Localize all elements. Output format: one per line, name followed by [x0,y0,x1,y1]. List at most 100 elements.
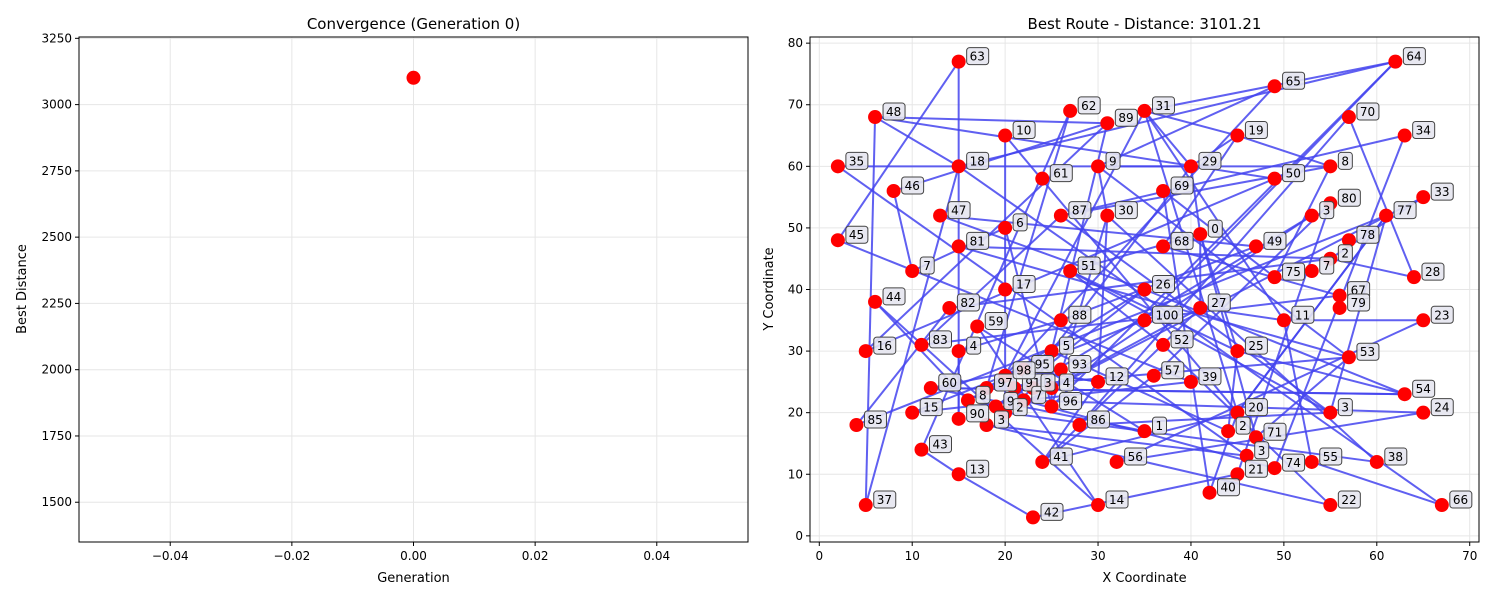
city-label: 88 [1072,308,1087,322]
route-segment [1143,110,1285,321]
city-label: 77 [1397,204,1412,218]
city-label-box [1337,244,1353,263]
route-segment [1097,215,1109,382]
right-xtick-label: 20 [997,549,1012,563]
city-point [1341,110,1356,125]
city-label-box [1347,293,1371,312]
city-label: 85 [867,413,882,427]
city-label: 81 [970,234,985,248]
city-point [1156,183,1171,198]
city-label-box [1393,201,1417,220]
city-label-box [1263,231,1287,250]
city-label: 50 [1286,167,1301,181]
route-segment [1097,85,1275,168]
left-title: Convergence (Generation 0) [307,15,520,33]
city-label-box [1152,416,1167,435]
city-label: 44 [886,290,901,304]
left-xtick-label: 0.04 [643,549,670,563]
right-ytick-label: 40 [788,283,803,297]
route-segment [1143,110,1239,413]
city-label: 14 [1109,493,1124,507]
city-label-box [1282,164,1306,183]
city-label-box [1068,355,1092,374]
city-point [886,183,901,198]
city-point [1332,300,1347,315]
city-label-box [1059,392,1083,411]
route-segment [1329,215,1388,413]
city-label: 23 [1434,308,1449,322]
right-title: Best Route - Distance: 3101.21 [1028,15,1262,33]
city-label: 48 [886,105,901,119]
city-label-box [1430,182,1454,201]
city-point [1156,239,1171,254]
city-point [1267,171,1282,186]
city-point [1193,300,1208,315]
city-label-box [1291,305,1315,324]
city-label-box [1049,164,1073,183]
right-xtick-label: 60 [1369,549,1384,563]
city-point [1276,313,1291,328]
city-label: 65 [1286,74,1301,88]
city-label-box [845,225,869,244]
city-label-box [1170,231,1194,250]
city-point [849,417,864,432]
city-label-box [1040,373,1056,392]
city-label-box [1152,305,1183,324]
city-point [1091,374,1106,389]
right-ytick-label: 20 [788,406,803,420]
left-xtick-label: 0.00 [400,549,427,563]
city-label: 61 [1053,167,1068,181]
city-label-box [975,385,991,404]
city-label: 45 [849,228,864,242]
city-point [1146,368,1161,383]
city-point [923,381,938,396]
route-segment [1004,411,1377,463]
city-label: 40 [1221,481,1236,495]
city-label: 75 [1286,265,1301,279]
right-xtick-label: 50 [1276,549,1291,563]
city-label-box [938,373,962,392]
city-points [830,54,1449,525]
city-label: 98 [1016,364,1031,378]
city-label: 7 [1323,259,1331,273]
city-label: 21 [1248,462,1263,476]
city-point [951,54,966,69]
city-point [1221,424,1236,439]
right-xtick-label: 30 [1090,549,1105,563]
city-point [1053,208,1068,223]
city-point [1397,128,1412,143]
city-label-box [1217,478,1241,497]
city-label-box [956,293,980,312]
city-point [1341,350,1356,365]
city-label: 55 [1323,450,1338,464]
city-label-box [1170,176,1194,195]
city-point [1109,454,1124,469]
city-label-box [1049,447,1073,466]
city-point [1416,313,1431,328]
city-label-box [1105,490,1129,509]
city-label: 69 [1174,179,1189,193]
city-label: 20 [1248,401,1263,415]
left-ytick-label: 1750 [41,429,72,443]
city-point [1416,405,1431,420]
city-label: 3 [1323,204,1331,218]
city-label-box [1263,422,1287,441]
city-label: 60 [942,376,957,390]
city-point [1072,417,1087,432]
route-segment [892,190,914,272]
city-point [942,300,957,315]
right-ytick-label: 80 [788,36,803,50]
right-ytick-label: 0 [795,529,803,543]
city-point [1304,454,1319,469]
city-label: 3 [1044,376,1052,390]
city-label-box [1105,151,1121,170]
city-label: 33 [1434,185,1449,199]
city-label-box [1040,502,1064,521]
city-point [1091,159,1106,174]
city-label-box [1421,262,1445,281]
right-xlabel: X Coordinate [1102,571,1186,586]
city-point [1379,208,1394,223]
city-label: 31 [1156,99,1171,113]
